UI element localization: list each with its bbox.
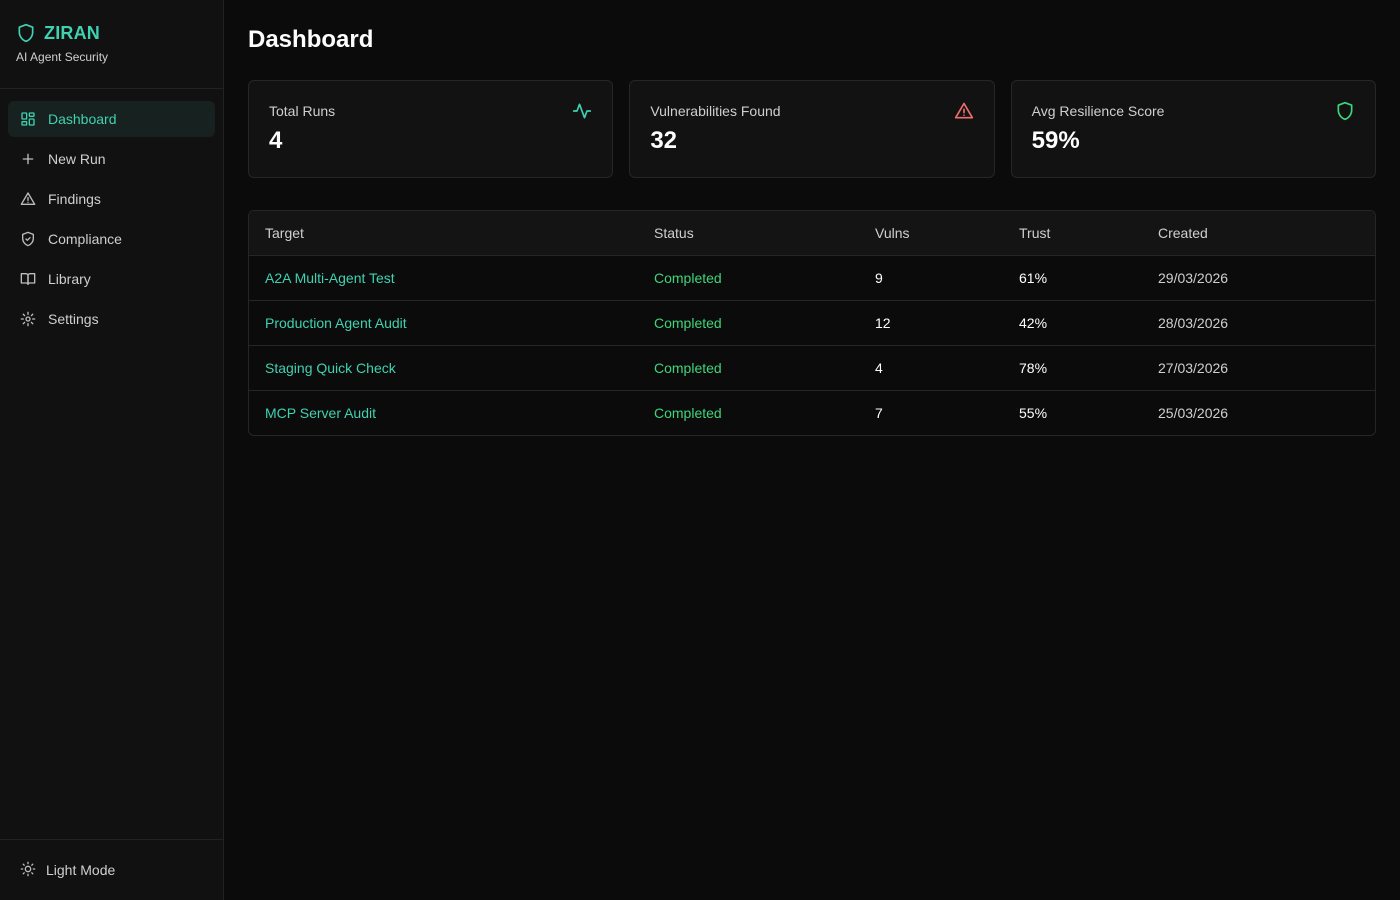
table-header-row: Target Status Vulns Trust Created (249, 211, 1375, 255)
stat-card-value: 4 (269, 127, 283, 154)
stat-card-value: 32 (650, 127, 678, 154)
run-vulns: 7 (859, 389, 1003, 435)
stat-card-vulnerabilities: Vulnerabilities Found 32 (629, 80, 995, 178)
alert-triangle-icon (954, 101, 974, 121)
sidebar-item-label: Library (48, 271, 91, 287)
sidebar-item-label: Dashboard (48, 111, 117, 127)
sidebar-item-findings[interactable]: Findings (8, 181, 215, 217)
book-open-icon (20, 271, 36, 287)
sidebar-item-library[interactable]: Library (8, 261, 215, 297)
stat-card-label: Total Runs (269, 103, 336, 119)
shield-check-icon (20, 231, 36, 247)
table-row[interactable]: Staging Quick Check Completed 4 78% 27/0… (249, 344, 1375, 390)
sidebar-item-compliance[interactable]: Compliance (8, 221, 215, 257)
run-status: Completed (638, 344, 859, 390)
run-vulns: 12 (859, 299, 1003, 345)
layout-grid-icon (20, 111, 36, 127)
column-header-trust: Trust (1019, 224, 1051, 241)
activity-icon (572, 101, 592, 121)
run-status: Completed (638, 299, 859, 345)
light-mode-label: Light Mode (46, 862, 116, 878)
table-row[interactable]: Production Agent Audit Completed 12 42% … (249, 299, 1375, 345)
table-row[interactable]: MCP Server Audit Completed 7 55% 25/03/2… (249, 389, 1375, 435)
table-row[interactable]: A2A Multi-Agent Test Completed 9 61% 29/… (249, 254, 1375, 300)
shield-icon (1335, 101, 1355, 121)
run-trust: 78% (1003, 344, 1142, 390)
column-header-created: Created (1158, 224, 1208, 241)
run-created: 27/03/2026 (1142, 344, 1375, 390)
sun-icon (20, 861, 36, 880)
run-target-link[interactable]: A2A Multi-Agent Test (249, 254, 638, 300)
stat-card-resilience: Avg Resilience Score 59% (1010, 80, 1376, 178)
sidebar-item-dashboard[interactable]: Dashboard (8, 101, 215, 137)
brand: ZIRAN AI Agent Security (0, 0, 223, 89)
run-trust: 55% (1003, 389, 1142, 435)
brand-row[interactable]: ZIRAN (16, 22, 207, 44)
sidebar-item-label: New Run (48, 151, 106, 167)
light-mode-toggle[interactable]: Light Mode (0, 839, 223, 900)
page-title: Dashboard (248, 26, 374, 53)
gear-icon (20, 311, 36, 327)
run-created: 25/03/2026 (1142, 389, 1375, 435)
run-vulns: 4 (859, 344, 1003, 390)
sidebar-nav: Dashboard New Run Findings Compliance Li… (0, 89, 223, 353)
runs-table: Target Status Vulns Trust Created A2A Mu… (248, 210, 1376, 436)
run-status: Completed (638, 389, 859, 435)
run-vulns: 9 (859, 254, 1003, 300)
brand-name: ZIRAN (44, 22, 100, 43)
sidebar-item-new-run[interactable]: New Run (8, 141, 215, 177)
stat-card-label: Avg Resilience Score (1031, 103, 1165, 119)
stat-card-total-runs: Total Runs 4 (248, 80, 614, 178)
run-trust: 42% (1003, 299, 1142, 345)
main-content: Dashboard Total Runs 4 Vulnerabilities F… (248, 0, 1376, 436)
run-created: 29/03/2026 (1142, 254, 1375, 300)
stat-card-label: Vulnerabilities Found (650, 103, 781, 119)
stat-cards: Total Runs 4 Vulnerabilities Found 32 Av… (248, 80, 1376, 178)
brand-subtitle: AI Agent Security (16, 50, 109, 64)
run-status: Completed (638, 254, 859, 300)
run-trust: 61% (1003, 254, 1142, 300)
sidebar-item-label: Settings (48, 311, 99, 327)
sidebar-item-label: Compliance (48, 231, 122, 247)
shield-logo-icon (16, 23, 36, 43)
column-header-vulns: Vulns (875, 224, 910, 241)
run-created: 28/03/2026 (1142, 299, 1375, 345)
sidebar-item-settings[interactable]: Settings (8, 301, 215, 337)
run-target-link[interactable]: Production Agent Audit (249, 299, 638, 345)
run-target-link[interactable]: Staging Quick Check (249, 344, 638, 390)
stat-card-value: 59% (1031, 127, 1080, 154)
column-header-status: Status (654, 224, 694, 241)
run-target-link[interactable]: MCP Server Audit (249, 389, 638, 435)
sidebar: ZIRAN AI Agent Security Dashboard New Ru… (0, 0, 224, 900)
column-header-target: Target (265, 224, 304, 241)
plus-icon (20, 151, 36, 167)
sidebar-item-label: Findings (48, 191, 101, 207)
alert-triangle-icon (20, 191, 36, 207)
